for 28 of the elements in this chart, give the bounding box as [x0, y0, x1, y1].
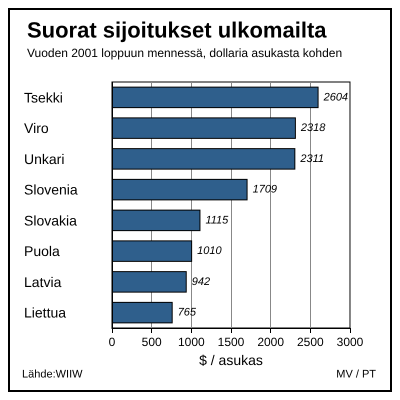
data-label: 1709 — [252, 184, 278, 196]
text: Lähde:WIIW — [22, 368, 84, 380]
chart-subtitle: Vuoden 2001 loppuun mennessä, dollaria asukasta kohden — [27, 46, 342, 60]
y-tick-label: Liettua — [24, 304, 66, 321]
x-tick-label: 1000 — [178, 335, 206, 349]
x-tick-label: 2500 — [296, 335, 324, 349]
x-tick-label: 500 — [142, 335, 162, 349]
y-tick-label: Viro — [24, 120, 49, 136]
data-label: 1115 — [205, 214, 230, 226]
data-label: 765 — [178, 306, 197, 319]
y-tick-label: Slovenia — [24, 182, 78, 198]
data-label: 1010 — [197, 245, 222, 258]
x-tick-label: 1500 — [218, 335, 245, 349]
y-tick-label: Tsekki — [24, 89, 63, 106]
y-tick-label: Latvia — [24, 274, 62, 290]
y-tick-label: Unkari — [24, 150, 64, 167]
y-tick-label: Puola — [24, 243, 60, 260]
text: MV / PT — [336, 368, 376, 380]
x-tick-label: 0 — [108, 335, 116, 349]
x-tick-label: 2000 — [257, 335, 284, 349]
data-label: 2318 — [300, 122, 326, 134]
chart-title: Suorat sijoitukset ulkomailta — [27, 18, 328, 42]
data-label: 2311 — [299, 152, 324, 165]
data-label: 942 — [192, 276, 210, 288]
x-axis-title: $ / asukas — [199, 352, 263, 368]
y-tick-label: Slovakia — [24, 212, 78, 228]
data-label: 2604 — [322, 91, 348, 104]
x-tick-label: 3000 — [336, 335, 364, 349]
